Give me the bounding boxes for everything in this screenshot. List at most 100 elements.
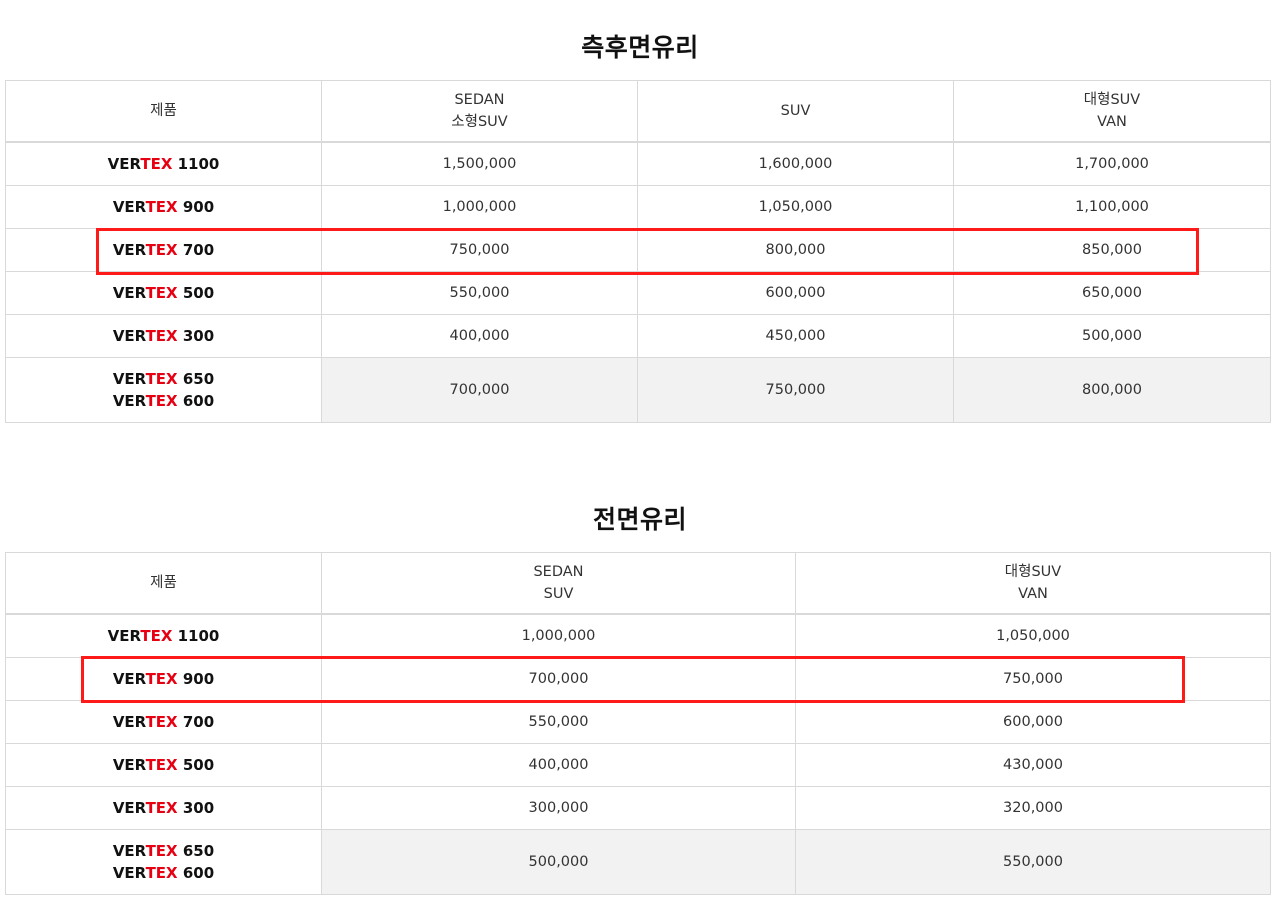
table-row: VERTEX 700 550,000 600,000 [5, 700, 1271, 744]
table-row: VERTEX 500 550,000 600,000 650,000 [5, 271, 1271, 315]
price-cell: 1,600,000 [637, 141, 954, 186]
product-name-cell: VERTEX 300 [5, 314, 322, 358]
price-cell: 750,000 [321, 228, 638, 272]
price-cell: 1,000,000 [321, 185, 638, 229]
table-row: VERTEX 650 VERTEX 600 700,000 750,000 800,00… [5, 357, 1271, 423]
rear-glass-price-table: 제품 SEDAN 소형SUV SUV 대형SUV VAN VERTEX 1100 1,500… [5, 80, 1271, 423]
table-row: VERTEX 650 VERTEX 600 500,000 550,000 [5, 829, 1271, 895]
product-name: VERTEX 650 [6, 840, 321, 862]
table-row: VERTEX 900 1,000,000 1,050,000 1,100,000 [5, 185, 1271, 229]
model-number: 300 [177, 799, 215, 817]
column-header-line2: SUV [543, 586, 574, 602]
brand-tex: TEX [145, 198, 178, 216]
column-header: SEDAN SUV [321, 552, 796, 615]
product-name-cell: VERTEX 1100 [5, 613, 322, 658]
price-cell: 750,000 [795, 657, 1271, 701]
rear-glass-title: 측후면유리 [581, 33, 699, 62]
brand-tex: TEX [145, 756, 178, 774]
price-cell: 600,000 [637, 271, 954, 315]
product-name: VERTEX 300 [6, 797, 321, 819]
product-name: VERTEX 300 [6, 325, 321, 347]
price-cell: 800,000 [953, 357, 1271, 423]
product-name: VERTEX 1100 [6, 625, 321, 647]
front-glass-title: 전면유리 [592, 505, 687, 534]
product-name: VERTEX 700 [6, 711, 321, 733]
product-name-cell: VERTEX 900 [5, 185, 322, 229]
price-cell: 320,000 [795, 786, 1271, 830]
price-cell: 400,000 [321, 314, 638, 358]
brand-tex: TEX [145, 842, 178, 860]
product-name-cell: VERTEX 650 VERTEX 600 [5, 829, 322, 895]
column-header-line1: SEDAN [454, 92, 505, 108]
model-number: 600 [177, 864, 215, 882]
product-name: VERTEX 600 [6, 862, 321, 884]
price-cell: 300,000 [321, 786, 796, 830]
price-cell: 1,500,000 [321, 141, 638, 186]
column-header-line1: 대형SUV [1004, 564, 1062, 580]
model-number: 700 [177, 713, 215, 731]
model-number: 650 [177, 842, 215, 860]
table-row: VERTEX 500 400,000 430,000 [5, 743, 1271, 787]
model-number: 900 [177, 198, 215, 216]
price-cell: 850,000 [953, 228, 1271, 272]
price-cell: 500,000 [953, 314, 1271, 358]
price-cell: 450,000 [637, 314, 954, 358]
model-number: 600 [177, 392, 215, 410]
table-row: VERTEX 300 300,000 320,000 [5, 786, 1271, 830]
table-row: VERTEX 900 700,000 750,000 [5, 657, 1271, 701]
column-header-line2: VAN [1018, 586, 1048, 602]
brand-tex: TEX [145, 864, 178, 882]
price-cell: 1,000,000 [321, 613, 796, 658]
product-name-cell: VERTEX 900 [5, 657, 322, 701]
column-header-line1: SEDAN [533, 564, 584, 580]
brand-tex: TEX [145, 241, 178, 259]
product-name-cell: VERTEX 700 [5, 700, 322, 744]
price-cell: 750,000 [637, 357, 954, 423]
product-name: VERTEX 500 [6, 754, 321, 776]
price-cell: 400,000 [321, 743, 796, 787]
brand-tex: TEX [145, 370, 178, 388]
brand-tex: TEX [145, 284, 178, 302]
brand-ver: VER [112, 864, 146, 882]
product-name: VERTEX 900 [6, 196, 321, 218]
product-name-cell: VERTEX 650 VERTEX 600 [5, 357, 322, 423]
brand-ver: VER [107, 155, 141, 173]
product-name: VERTEX 700 [6, 239, 321, 261]
product-name-cell: VERTEX 500 [5, 743, 322, 787]
brand-ver: VER [112, 284, 146, 302]
model-number: 650 [177, 370, 215, 388]
column-header-line1: 제품 [150, 575, 177, 591]
table-row: VERTEX 300 400,000 450,000 500,000 [5, 314, 1271, 358]
product-name: VERTEX 900 [6, 668, 321, 690]
product-name-cell: VERTEX 700 [5, 228, 322, 272]
model-number: 900 [177, 670, 215, 688]
product-name: VERTEX 500 [6, 282, 321, 304]
brand-ver: VER [112, 198, 146, 216]
price-cell: 1,050,000 [637, 185, 954, 229]
brand-tex: TEX [140, 155, 173, 173]
price-cell: 800,000 [637, 228, 954, 272]
column-header: SUV [637, 80, 954, 143]
column-header-line1: 제품 [150, 103, 177, 119]
product-name-cell: VERTEX 300 [5, 786, 322, 830]
brand-ver: VER [112, 713, 146, 731]
brand-ver: VER [107, 627, 141, 645]
price-cell: 700,000 [321, 357, 638, 423]
price-cell: 600,000 [795, 700, 1271, 744]
product-name: VERTEX 650 [6, 368, 321, 390]
brand-ver: VER [112, 799, 146, 817]
brand-ver: VER [112, 842, 146, 860]
model-number: 500 [177, 756, 215, 774]
product-name-cell: VERTEX 1100 [5, 141, 322, 186]
price-cell: 550,000 [321, 700, 796, 744]
brand-ver: VER [112, 327, 146, 345]
price-cell: 550,000 [321, 271, 638, 315]
brand-tex: TEX [145, 670, 178, 688]
brand-ver: VER [112, 370, 146, 388]
column-header: 제품 [5, 552, 322, 615]
brand-tex: TEX [145, 713, 178, 731]
model-number: 1100 [172, 627, 220, 645]
front-glass-price-table: 제품 SEDAN SUV 대형SUV VAN VERTEX 1100 1,000,000 1… [5, 552, 1271, 895]
price-cell: 700,000 [321, 657, 796, 701]
brand-ver: VER [112, 756, 146, 774]
